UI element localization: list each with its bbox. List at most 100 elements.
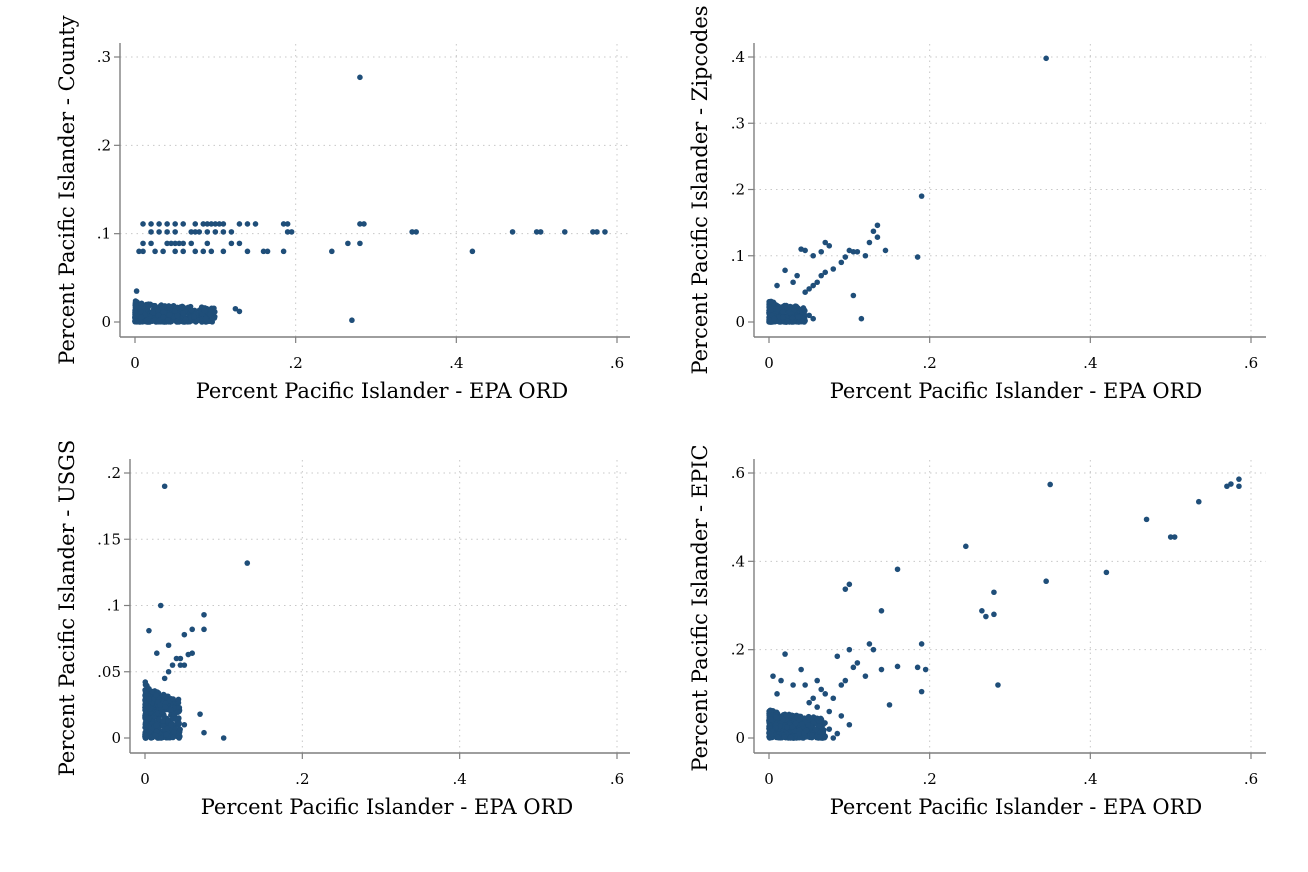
scatter-point <box>773 714 780 720</box>
scatter-point <box>244 560 251 566</box>
y-tick-label: .05 <box>97 663 121 681</box>
x-tick-label: 0 <box>764 354 774 372</box>
y-tick-label: .1 <box>731 247 745 265</box>
scatter-point <box>220 248 227 255</box>
x-tick-label: .6 <box>610 770 624 788</box>
x-tick-label: 0 <box>764 770 774 788</box>
y-tick-label: .4 <box>731 48 745 66</box>
scatter-point <box>160 248 166 255</box>
scatter-point <box>181 662 188 668</box>
scatter-point <box>809 732 815 738</box>
scatter-point <box>806 312 812 319</box>
y-tick-label: .15 <box>97 530 121 548</box>
y-tick-label: .2 <box>731 641 745 659</box>
scatter-point <box>822 269 829 276</box>
scatter-point <box>152 248 158 255</box>
scatter-point <box>862 252 869 259</box>
scatter-point <box>782 651 788 657</box>
scatter-point <box>202 315 209 322</box>
scatter-point <box>143 317 150 324</box>
scatter-points <box>132 74 608 325</box>
scatter-point <box>818 248 825 255</box>
scatter-point <box>212 229 219 235</box>
scatter-point <box>846 721 853 728</box>
scatter-point <box>157 702 163 708</box>
scatter-point <box>161 675 168 682</box>
scatter-point <box>814 704 820 710</box>
scatter-point <box>164 221 170 227</box>
scatter-point <box>878 608 885 614</box>
scatter-point <box>983 613 989 620</box>
scatter-point <box>196 229 203 235</box>
scatter-point <box>780 309 786 315</box>
scatter-point <box>1236 483 1242 490</box>
scatter-point <box>280 221 287 227</box>
scatter-point <box>803 727 810 734</box>
scatter-point <box>806 699 812 706</box>
scatter-point <box>1224 483 1230 490</box>
scatter-point <box>830 695 837 702</box>
scatter-point <box>866 641 873 647</box>
scatter-point <box>812 726 819 733</box>
scatter-point <box>361 221 367 227</box>
scatter-point <box>842 586 849 592</box>
scatter-point <box>413 229 419 235</box>
y-axis-title: Percent Pacific Islander - EPIC <box>688 444 712 771</box>
scatter-point <box>264 248 271 255</box>
scatter-point <box>180 310 186 316</box>
scatter-point <box>810 282 816 289</box>
scatter-point <box>163 731 170 738</box>
scatter-point <box>870 646 877 653</box>
scatter-point <box>174 312 181 319</box>
scatter-point <box>236 221 243 227</box>
x-tick-label: .6 <box>1244 770 1258 788</box>
scatter-point <box>818 686 825 693</box>
scatter-point <box>787 303 794 310</box>
scatter-point <box>284 229 291 235</box>
scatter-point <box>349 317 355 324</box>
scatter-point <box>810 695 816 702</box>
scatter-point <box>153 692 160 698</box>
scatter-point <box>775 306 781 313</box>
scatter-point <box>787 734 794 741</box>
scatter-point <box>216 221 223 227</box>
scatter-point <box>181 721 188 728</box>
scatter-point <box>159 708 165 715</box>
scatter-point <box>469 248 476 255</box>
scatter-point <box>170 696 176 702</box>
scatter-point <box>201 729 207 736</box>
scatter-point <box>172 221 178 227</box>
scatter-point <box>830 735 837 741</box>
scatter-point <box>816 722 823 729</box>
scatter-point <box>842 254 849 260</box>
scatter-point <box>180 221 186 227</box>
scatter-point <box>799 318 805 325</box>
y-tick-label: .1 <box>97 225 111 243</box>
scatter-point <box>886 702 893 708</box>
scatter-point <box>850 664 857 671</box>
scatter-point <box>146 696 152 702</box>
scatter-point <box>862 673 869 679</box>
scatter-point <box>826 708 833 715</box>
y-tick-label: 0 <box>735 313 745 331</box>
scatter-point <box>826 243 833 249</box>
scatter-point <box>165 642 172 649</box>
scatter-point <box>1171 534 1178 540</box>
y-tick-label: .3 <box>731 114 745 132</box>
scatter-point <box>168 706 174 713</box>
scatter-point <box>810 315 816 322</box>
x-tick-label: 0 <box>140 770 150 788</box>
scatter-point <box>822 691 829 697</box>
scatter-point <box>870 228 877 235</box>
scatter-point <box>174 705 181 711</box>
scatter-point <box>191 313 197 320</box>
scatter-point <box>172 229 178 235</box>
scatter-point <box>802 289 808 295</box>
scatter-point <box>188 229 195 235</box>
scatter-point <box>244 248 251 255</box>
scatter-point <box>161 483 168 490</box>
scatter-point <box>172 308 178 314</box>
scatter-point <box>173 655 180 662</box>
scatter-point <box>252 221 259 227</box>
